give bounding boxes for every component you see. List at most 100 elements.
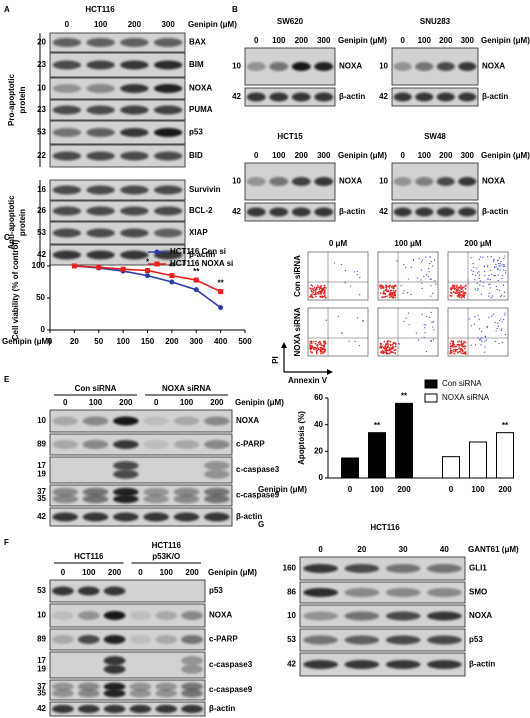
event-dot — [450, 345, 452, 347]
band — [204, 416, 230, 426]
event-dot — [392, 286, 395, 289]
blot-strip — [299, 556, 466, 581]
band — [303, 660, 338, 669]
blot-strip — [49, 433, 233, 456]
mw-label: 37 — [37, 487, 46, 496]
event-dot — [454, 350, 457, 352]
event-dot — [323, 341, 325, 344]
event-dot — [479, 280, 481, 282]
event-dot — [464, 352, 467, 355]
event-dot — [319, 285, 322, 288]
event-dot — [309, 343, 311, 345]
event-dot — [325, 319, 327, 321]
band — [82, 416, 109, 426]
band — [303, 588, 338, 597]
band — [113, 461, 139, 471]
legend-swatch — [424, 393, 438, 403]
cell-label: SW48 — [424, 132, 446, 141]
event-dot — [380, 345, 383, 348]
event-dot — [456, 352, 459, 354]
event-dot — [319, 346, 322, 349]
event-dot — [425, 324, 427, 326]
event-dot — [421, 287, 423, 289]
band — [427, 660, 462, 669]
event-dot — [483, 351, 486, 353]
band — [314, 92, 334, 102]
treatment-label: Genipin (μM) — [481, 36, 530, 45]
band — [120, 60, 149, 70]
band — [103, 586, 126, 596]
event-dot — [491, 273, 493, 275]
event-dot — [480, 330, 483, 333]
event-dot — [458, 345, 461, 347]
band — [82, 487, 109, 497]
bar — [496, 432, 514, 479]
band — [314, 62, 334, 71]
event-dot — [391, 348, 393, 351]
band — [153, 60, 183, 70]
blot-strip — [49, 179, 186, 201]
event-dot — [434, 280, 436, 282]
event-dot — [498, 257, 500, 259]
band — [344, 588, 380, 597]
band — [52, 682, 74, 691]
event-dot — [458, 296, 461, 299]
band — [393, 207, 412, 217]
event-dot — [321, 296, 324, 299]
x-tick-label: 200 — [397, 485, 411, 494]
event-dot — [311, 351, 313, 353]
lane-label: 300 — [317, 151, 331, 160]
mw-label: 42 — [379, 92, 388, 101]
event-dot — [463, 340, 465, 343]
x-tick-label: 100 — [370, 485, 384, 494]
x-tick-label: 200 — [165, 337, 179, 346]
blot-strip — [49, 456, 233, 484]
lane-label: 100 — [82, 568, 96, 577]
event-dot — [449, 352, 451, 355]
event-dot — [500, 318, 502, 320]
x-axis-label: Genipin (μM) — [258, 485, 307, 494]
x-axis-label: Genipin (μM) — [2, 337, 51, 346]
event-dot — [322, 352, 324, 355]
event-dot — [430, 285, 432, 287]
event-dot — [498, 320, 501, 322]
event-dot — [310, 294, 312, 296]
blot-strip — [49, 579, 206, 603]
event-dot — [316, 286, 319, 289]
x-tick-label: 100 — [471, 485, 485, 494]
band — [129, 704, 152, 714]
band — [173, 494, 200, 504]
event-dot — [450, 287, 453, 289]
protein-label: SMO — [469, 588, 487, 597]
event-dot — [429, 278, 431, 280]
band — [113, 512, 139, 522]
event-dot — [390, 296, 393, 298]
lane-label: 100 — [418, 151, 432, 160]
event-dot — [454, 284, 456, 287]
event-dot — [500, 329, 502, 332]
mw-label: 35 — [37, 688, 46, 697]
event-dot — [489, 287, 491, 289]
event-dot — [387, 285, 389, 288]
band — [120, 228, 149, 238]
blot-strip — [49, 628, 206, 651]
event-dot — [394, 352, 396, 355]
band — [120, 84, 149, 93]
lane-label: 100 — [94, 20, 108, 29]
panel-label: F — [4, 538, 9, 547]
event-dot — [421, 259, 423, 261]
protein-label: BAX — [189, 38, 207, 47]
band — [204, 512, 230, 522]
blot-strip — [299, 581, 466, 604]
mw-label: 20 — [37, 38, 46, 47]
event-dot — [452, 287, 454, 289]
band — [82, 512, 109, 522]
band — [120, 185, 149, 195]
event-dot — [382, 285, 384, 288]
event-dot — [473, 323, 476, 325]
event-dot — [481, 341, 483, 343]
mw-label: 26 — [37, 206, 46, 215]
event-dot — [313, 287, 316, 289]
event-dot — [496, 288, 498, 291]
bar — [469, 441, 487, 479]
